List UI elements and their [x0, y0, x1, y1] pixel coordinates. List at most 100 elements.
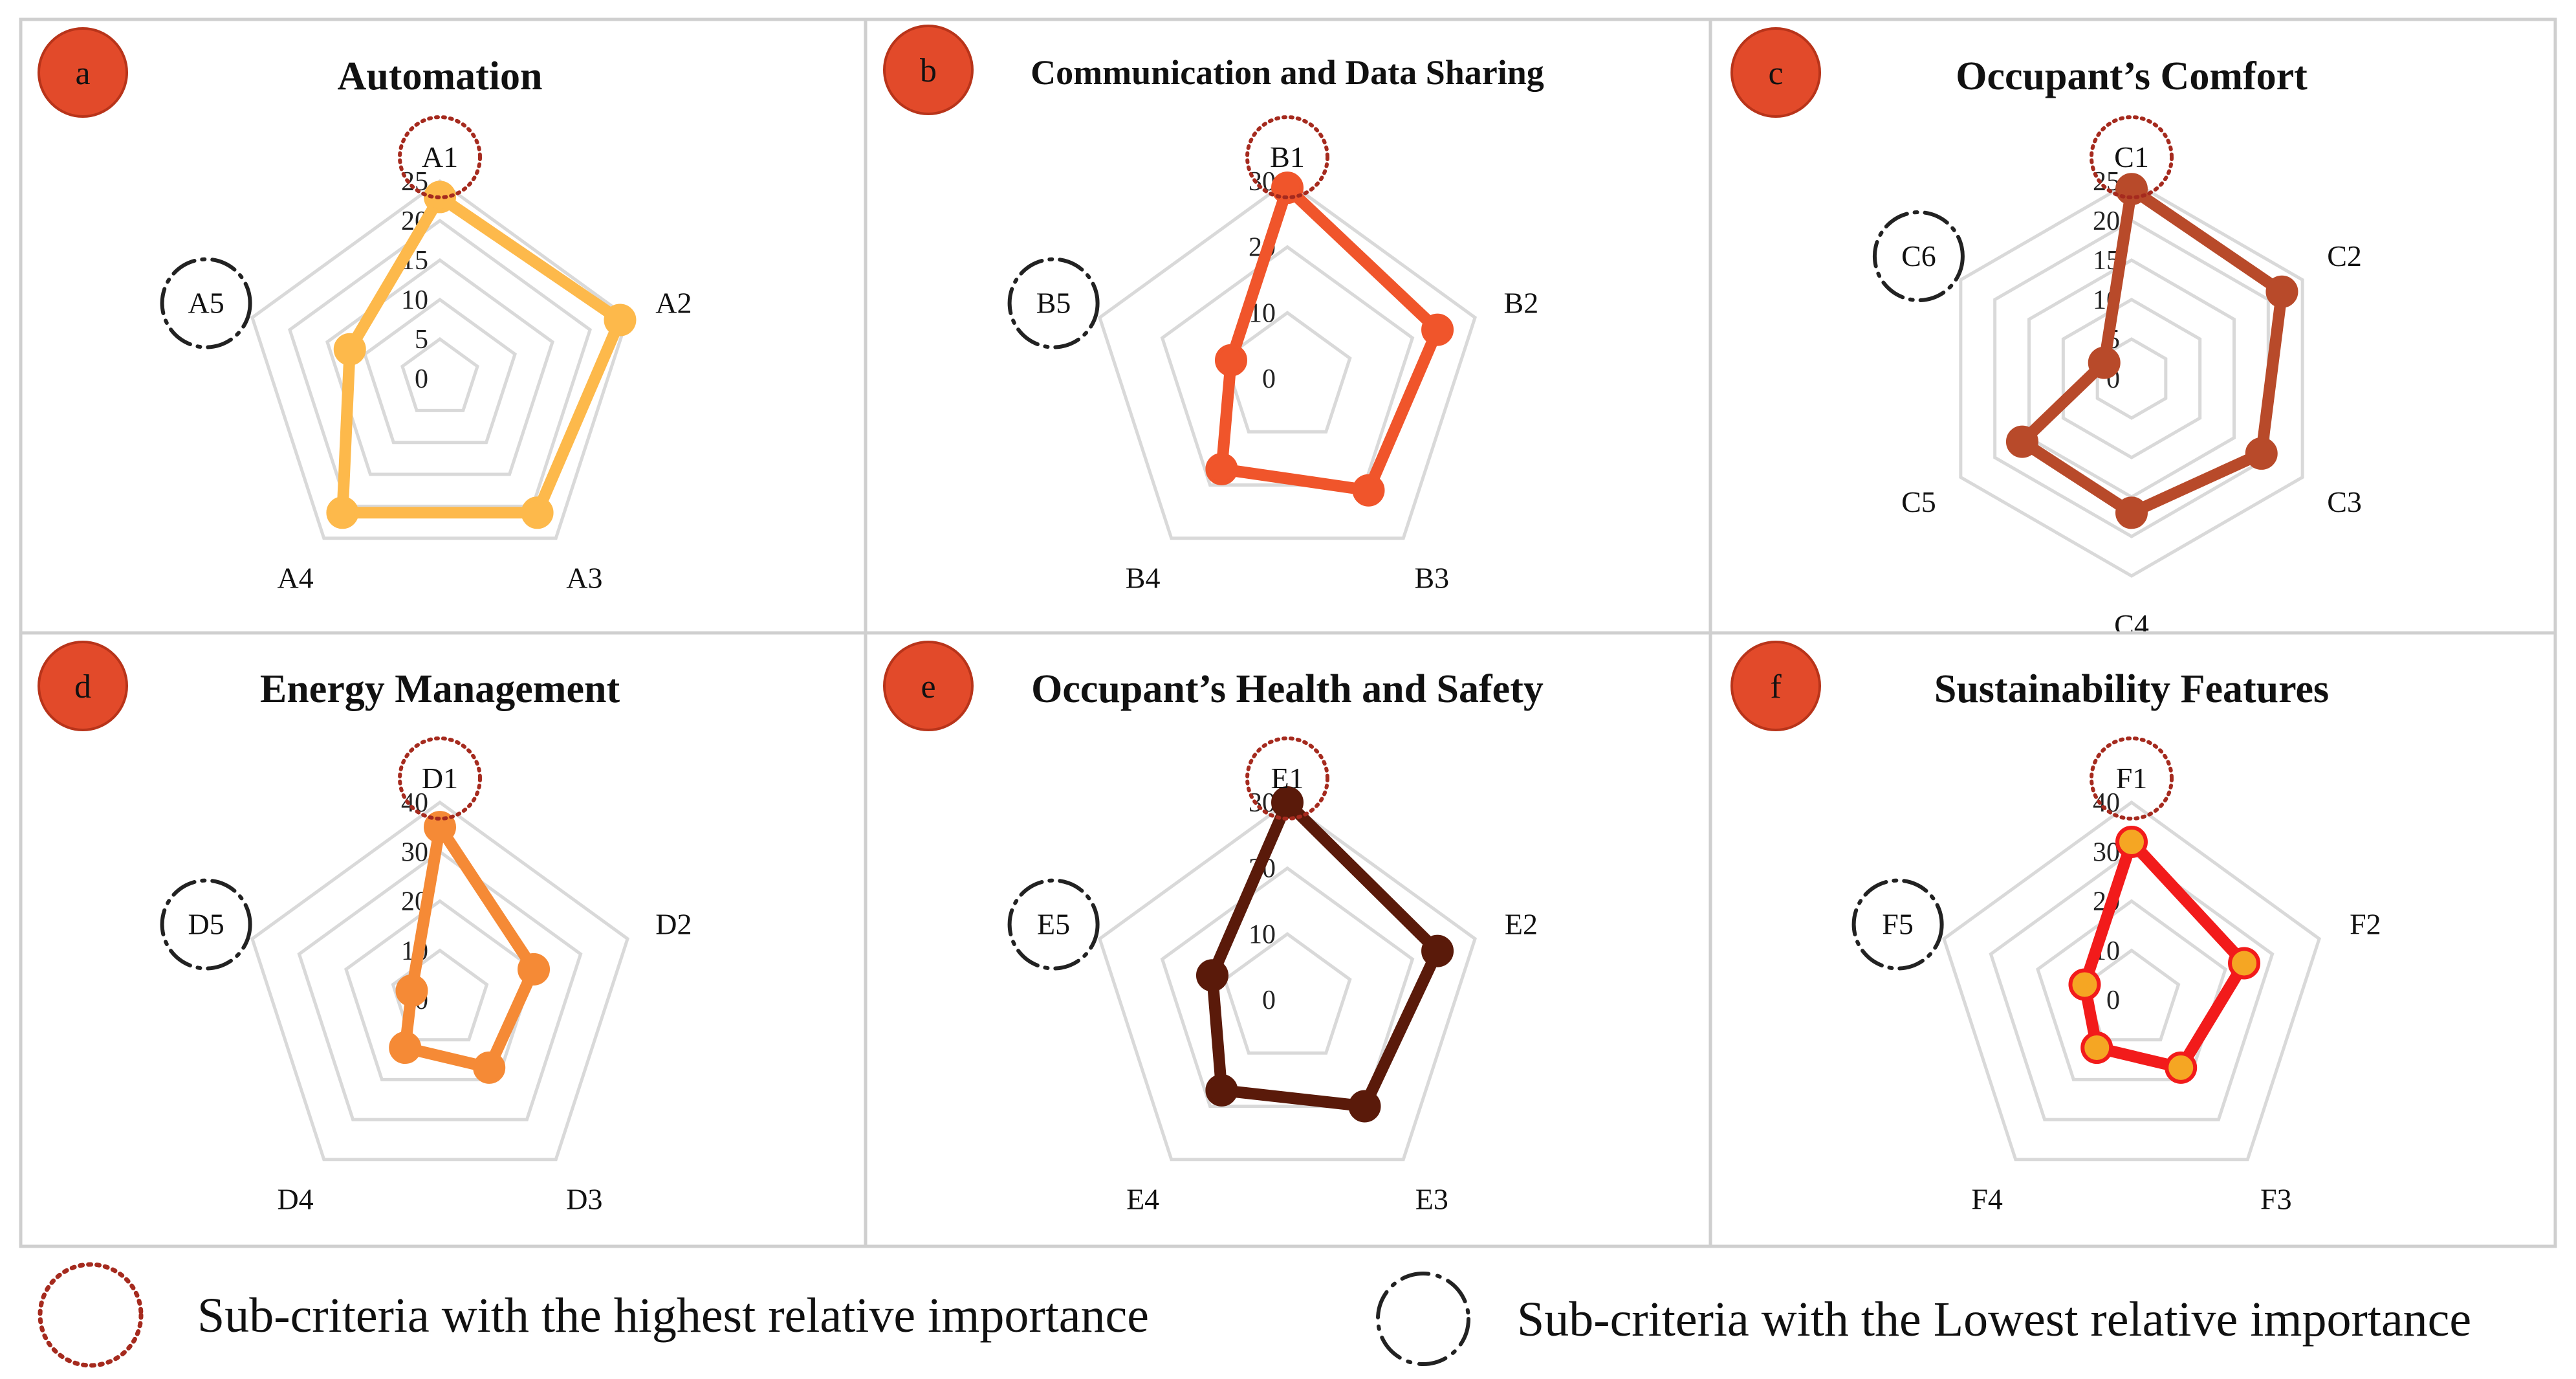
data-point — [1352, 474, 1385, 507]
axis-label-a2: A2 — [655, 287, 692, 320]
panel-badge — [1730, 27, 1821, 118]
series-line — [336, 191, 626, 519]
data-point — [2068, 968, 2101, 1001]
axis-labels: F1 F2 F3 F4 F5 — [1851, 736, 2381, 1215]
grid-ring — [250, 800, 630, 1162]
tick-label: 0 — [415, 364, 428, 394]
axis-labels: B1 B2 B3 B4 B5 — [1007, 115, 1539, 594]
axis-label-e4: E4 — [1126, 1182, 1159, 1215]
data-point — [1421, 313, 1454, 346]
tick-label: 0 — [2106, 986, 2120, 1015]
data-points — [389, 811, 551, 1084]
data-points — [326, 181, 637, 529]
data-point — [2115, 826, 2148, 858]
axis-label-e1: E1 — [1271, 762, 1304, 795]
lowest-importance-marker — [1007, 878, 1100, 971]
highest-importance-marker — [1245, 115, 1329, 199]
panel-title: Occupant’s Health and Safety — [1031, 667, 1544, 711]
highest-importance-marker — [1245, 736, 1329, 821]
panel-e: e Occupant’s Health and Safety0102030E1E2… — [864, 631, 1712, 1248]
data-points — [2068, 826, 2261, 1084]
panel-f: f Sustainability Features010203040F1F2F3F… — [1708, 631, 2557, 1248]
panel-frame — [1708, 631, 2557, 1248]
tick-label: 30 — [2093, 837, 2120, 867]
panel-badge-label: e — [921, 668, 935, 705]
highest-importance-marker — [398, 115, 482, 199]
data-point — [2245, 437, 2278, 470]
grid-ring — [344, 899, 536, 1081]
legend-lowest-marker — [1376, 1272, 1470, 1366]
grid-ring — [363, 297, 517, 445]
panel-b: b Communication and Data Sharing0102030B1… — [864, 17, 1712, 635]
grid-ring — [1160, 866, 1415, 1109]
data-point — [1348, 1090, 1381, 1123]
axis-label-d3: D3 — [566, 1182, 602, 1215]
axis-labels: D1 D2 D3 D4 D5 — [160, 736, 692, 1215]
data-point — [1205, 1074, 1238, 1107]
tick-label: 25 — [401, 167, 428, 197]
axis-label-d2: D2 — [655, 908, 692, 941]
panel-title: Energy Management — [260, 667, 620, 711]
panel-frame — [864, 17, 1712, 635]
grid-ring — [2061, 298, 2202, 459]
panel-badge-label: d — [74, 668, 91, 705]
grid-ring — [288, 218, 592, 508]
data-point — [1271, 171, 1304, 204]
axis-label-d1: D1 — [422, 762, 458, 795]
legend-highest-label: Sub-criteria with the highest relative i… — [197, 1288, 1149, 1343]
grid-ring — [1941, 800, 2322, 1162]
grid-ring — [1097, 800, 1478, 1162]
panel-badge-label: f — [1770, 668, 1782, 705]
grid-ring — [1160, 245, 1415, 487]
tick-label: 40 — [401, 788, 428, 818]
panel-title: Occupant’s Comfort — [1956, 54, 2308, 98]
axis-label-b5: B5 — [1036, 287, 1071, 320]
grid-ring — [1097, 179, 1478, 540]
panel-frame — [19, 631, 868, 1248]
panel-frame — [19, 17, 868, 635]
axis-label-c1: C1 — [2114, 140, 2149, 173]
data-point — [1195, 959, 1228, 992]
lowest-importance-marker — [1851, 878, 1944, 971]
panel-badge — [883, 641, 974, 731]
highest-importance-marker — [398, 736, 482, 821]
data-point — [518, 953, 551, 986]
panel-badge — [1730, 641, 1821, 731]
panel-badge — [38, 641, 128, 731]
axis-label-d5: D5 — [188, 908, 224, 941]
series-line — [399, 821, 540, 1074]
grid-ring — [1959, 179, 2304, 578]
panel-frame — [864, 631, 1712, 1248]
tick-label: 20 — [2093, 206, 2120, 236]
lowest-importance-marker — [160, 257, 252, 349]
axis-label-c5: C5 — [1901, 485, 1936, 518]
panel-badge-label: c — [1768, 55, 1783, 92]
axis-label-e3: E3 — [1415, 1182, 1448, 1215]
grid-ring — [1989, 850, 2275, 1121]
data-point — [604, 303, 637, 336]
axis-label-b1: B1 — [1270, 140, 1305, 173]
grid-ring — [297, 850, 583, 1121]
highest-importance-marker — [2090, 736, 2174, 821]
legend-lowest-label: Sub-criteria with the Lowest relative im… — [1517, 1292, 2471, 1347]
panel-badge — [38, 27, 128, 118]
axis-label-f2: F2 — [2350, 908, 2381, 941]
panel-badge-label: a — [75, 55, 90, 92]
axis-label-b2: B2 — [1504, 287, 1539, 320]
data-point — [424, 811, 456, 844]
axis-label-b4: B4 — [1126, 561, 1161, 594]
data-point — [395, 974, 428, 1007]
data-points — [1205, 171, 1454, 507]
tick-label: 0 — [1262, 986, 1276, 1015]
panel-badge-label: b — [920, 52, 937, 89]
data-point — [2115, 173, 2148, 206]
data-point — [521, 496, 554, 529]
legend: Sub-criteria with the highest relative i… — [38, 1262, 2471, 1368]
tick-label: 10 — [1249, 920, 1276, 949]
data-point — [333, 333, 366, 366]
tick-label: 25 — [2093, 167, 2120, 197]
grid-ring — [1223, 932, 1352, 1055]
